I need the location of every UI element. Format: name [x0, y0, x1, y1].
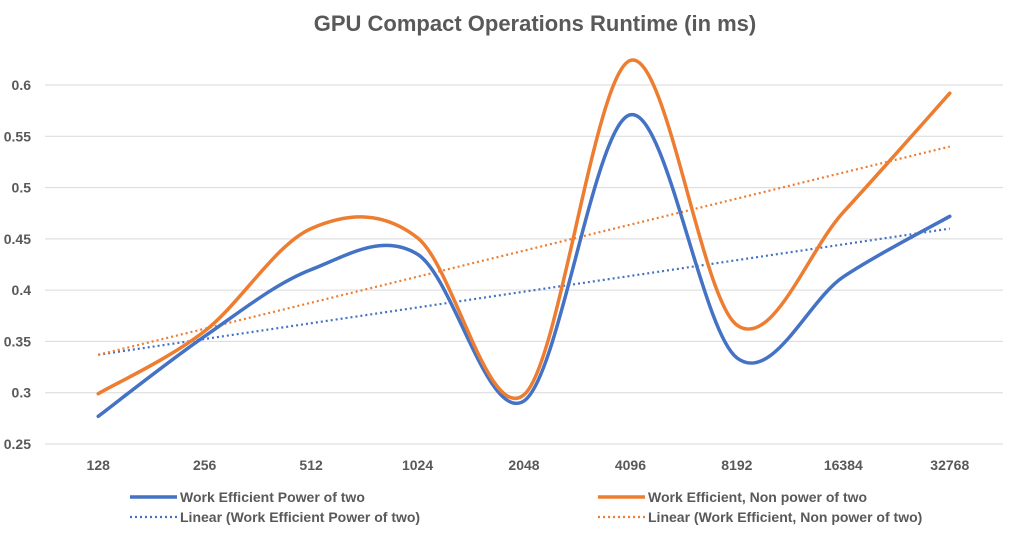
trendline-1 [97, 145, 951, 356]
legend-label: Linear (Work Efficient, Non power of two… [648, 509, 922, 525]
y-tick-label: 0.45 [4, 231, 31, 247]
y-tick-label: 0.35 [4, 333, 31, 349]
x-tick-label: 128 [87, 457, 111, 473]
x-tick-label: 256 [193, 457, 217, 473]
legend: Work Efficient Power of two Work Efficien… [130, 489, 922, 525]
x-axis-ticks: 128 256 512 1024 2048 4096 8192 16384 32768 [87, 457, 970, 473]
y-tick-label: 0.25 [4, 436, 31, 452]
y-tick-label: 0.3 [12, 385, 32, 401]
y-tick-label: 0.55 [4, 128, 31, 144]
x-tick-label: 512 [299, 457, 323, 473]
y-tick-label: 0.5 [12, 180, 32, 196]
trendlines [97, 145, 951, 356]
gridlines [45, 84, 1003, 445]
x-tick-label: 16384 [824, 457, 863, 473]
y-tick-label: 0.6 [12, 77, 32, 93]
x-tick-label: 1024 [402, 457, 433, 473]
y-axis-ticks: 0.25 0.3 0.35 0.4 0.45 0.5 0.55 0.6 [4, 77, 31, 452]
x-tick-label: 32768 [930, 457, 969, 473]
series-line-1 [96, 58, 952, 400]
y-tick-label: 0.4 [12, 282, 32, 298]
x-tick-label: 2048 [508, 457, 539, 473]
legend-label: Linear (Work Efficient Power of two) [180, 509, 420, 525]
series-lines [96, 58, 952, 419]
x-tick-label: 4096 [615, 457, 646, 473]
legend-label: Work Efficient, Non power of two [648, 489, 867, 505]
series-line-0 [96, 112, 952, 419]
trendline-0 [98, 227, 950, 356]
x-tick-label: 8192 [721, 457, 752, 473]
legend-label: Work Efficient Power of two [180, 489, 365, 505]
chart-title: GPU Compact Operations Runtime (in ms) [314, 11, 757, 36]
